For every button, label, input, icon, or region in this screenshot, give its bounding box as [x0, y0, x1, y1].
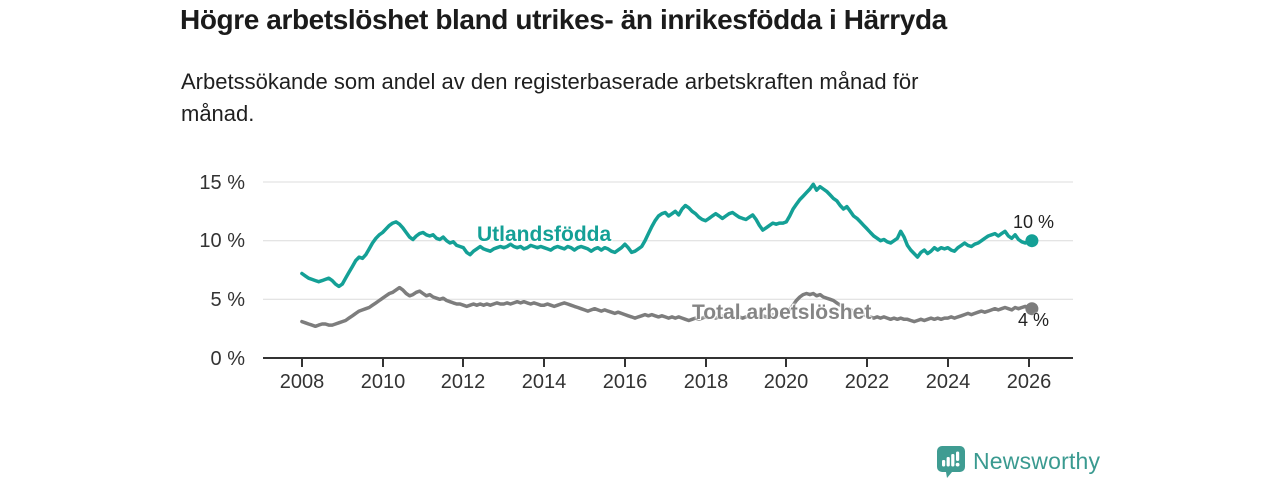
series-line-utlandsfodda: [300, 182, 1034, 289]
x-tick-2016: 2016: [603, 371, 648, 393]
x-tick-2022: 2022: [845, 371, 890, 393]
brand-name: Newsworthy: [973, 448, 1101, 474]
logo-exclamation-dot: [955, 462, 960, 467]
x-tick-2020: 2020: [764, 371, 809, 393]
y-tick-0: 0 %: [211, 348, 246, 370]
y-tick-15: 15 %: [199, 172, 245, 194]
x-tick-2014: 2014: [522, 371, 567, 393]
chart-subtitle: Arbetssökande som andel av den registerb…: [181, 69, 919, 126]
end-value-label-total-arbetsloshet: 4 %: [1018, 310, 1050, 330]
x-tick-2024: 2024: [926, 371, 971, 393]
logo-bars: [942, 451, 960, 467]
end-value-label-utlandsfodda: 10 %: [1013, 212, 1055, 232]
page-title: Högre arbetslöshet bland utrikes- än inr…: [180, 4, 947, 35]
x-axis-ticks: [301, 359, 1030, 367]
series-label-total-arbetsloshet: Total arbetslöshet: [692, 301, 872, 324]
series-line-total-arbetsloshet: [300, 285, 1034, 329]
chart-canvas: 15 % 10 % 5 % 0 % 2008 2010 2012 2014 20…: [199, 172, 1073, 393]
series-label-utlandsfodda: Utlandsfödda: [477, 223, 612, 246]
y-axis-labels: 15 % 10 % 5 % 0 %: [199, 172, 245, 370]
y-tick-5: 5 %: [211, 289, 246, 311]
y-tick-10: 10 %: [199, 230, 245, 252]
gridlines: [263, 181, 1073, 300]
end-dot-total-arbetsloshet: [1025, 302, 1039, 316]
x-tick-2026: 2026: [1007, 371, 1052, 393]
x-tick-2012: 2012: [441, 371, 486, 393]
series-group: [300, 182, 1039, 329]
end-dot-utlandsfodda: [1025, 234, 1039, 248]
x-tick-2008: 2008: [280, 371, 325, 393]
logo-exclamation-stem: [956, 451, 960, 461]
x-tick-2018: 2018: [684, 371, 729, 393]
x-axis-labels: 2008 2010 2012 2014 2016 2018 2020 2022 …: [280, 371, 1052, 393]
newsworthy-logo-icon: [937, 446, 965, 478]
x-tick-2010: 2010: [361, 371, 406, 393]
